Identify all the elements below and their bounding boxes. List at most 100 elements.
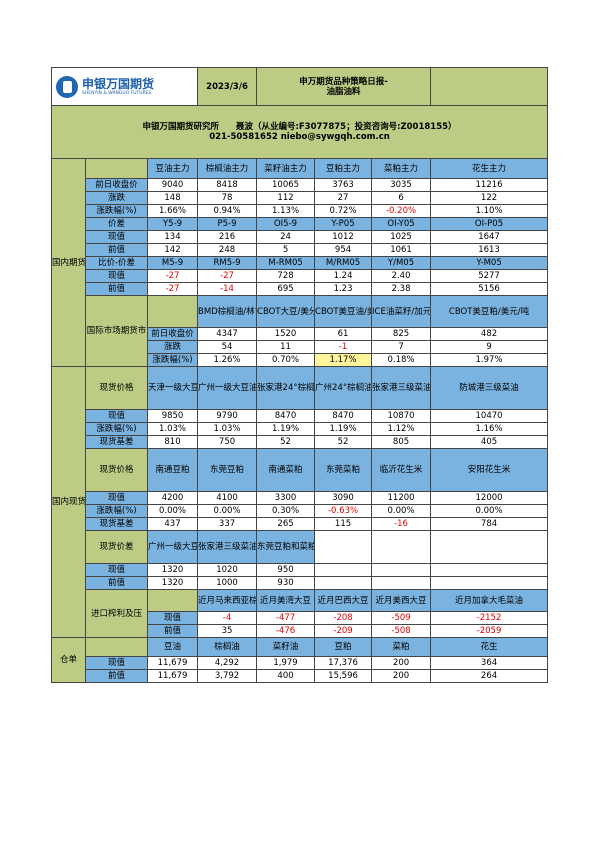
- value-cell: 61: [314, 327, 373, 341]
- warehouse-col-header: 菜粕: [371, 637, 432, 657]
- profit-col-header: 近月马来西亚棕榈油: [197, 589, 258, 612]
- report-title-line2: 油脂油料: [326, 86, 361, 97]
- spot-col-header: 东莞豆粕: [197, 448, 258, 492]
- blank-cell: [314, 530, 373, 564]
- value-cell: -508: [371, 624, 432, 638]
- side-label-spot: 国内现货市场: [51, 366, 86, 638]
- ratio-col-header: RM5-9: [197, 256, 258, 270]
- value-cell: 1012: [314, 230, 373, 244]
- profit-col-header: 近月美西大豆: [371, 589, 432, 612]
- value-cell: 52: [314, 435, 373, 449]
- value-cell: 11216: [430, 178, 549, 192]
- ratio-row: 现值 -27 -27 728 1.24 2.40 5277: [52, 269, 549, 283]
- value-cell: 1.03%: [146, 422, 199, 436]
- value-cell: 8418: [197, 178, 258, 192]
- value-cell: 35: [197, 624, 258, 638]
- value-cell: 9040: [146, 178, 199, 192]
- futures-row: 前日收盘价 9040 8418 10065 3763 3035 11216: [52, 178, 549, 192]
- report-header: 申银万国期货 SHENYIN & WANGUO FUTURES 2023/3/6…: [50, 67, 549, 106]
- value-cell: 1.19%: [256, 422, 316, 436]
- spot-col-header: 张家港三级菜油: [371, 366, 432, 410]
- futures-corner: [85, 158, 148, 179]
- spot-col-header: 天津一级大豆油: [146, 366, 199, 410]
- intl-col-header: ICE油菜籽/加元/吨: [371, 295, 432, 328]
- value-cell: 0.00%: [197, 504, 258, 518]
- value-cell: 1.10%: [430, 204, 549, 218]
- value-cell: 216: [197, 230, 258, 244]
- value-cell: 3035: [371, 178, 432, 192]
- spread-col-header: OI-Y05: [371, 217, 432, 231]
- intl-col-header: CBOT大豆/美分/蒲式耳: [256, 295, 316, 328]
- spread-col-header: OI-P05: [430, 217, 549, 231]
- value-cell: -4: [197, 611, 258, 625]
- value-cell: 10870: [371, 409, 432, 423]
- spot-col-header: 广州一级大豆油和24°棕榈油: [146, 530, 199, 564]
- spot-row: 现值 9850 9790 8470 8470 10870 10470: [52, 409, 549, 423]
- value-cell: 9850: [146, 409, 199, 423]
- value-cell: -476: [256, 624, 316, 638]
- blank-cell: [430, 530, 549, 564]
- intl-row: 涨跌 54 11 -1 7 9: [52, 340, 549, 354]
- value-cell: 437: [146, 517, 199, 531]
- row-label: 现值: [85, 656, 148, 670]
- report-title-line1: 申万期货品种策略日报-: [299, 76, 388, 87]
- blank-cell: [371, 530, 432, 564]
- value-cell: 7: [371, 340, 432, 354]
- value-cell: 8470: [256, 409, 316, 423]
- row-label: 涨跌幅(%): [85, 504, 148, 518]
- warehouse-col-header: 花生: [430, 637, 549, 657]
- warehouse-header-row: 仓单 豆油 棕榈油 菜籽油 豆粕 菜粕 花生: [51, 637, 549, 683]
- value-cell: 695: [256, 282, 316, 296]
- value-cell: -14: [197, 282, 258, 296]
- spread-col-header: OI5-9: [256, 217, 316, 231]
- row-label: 涨跌幅(%): [85, 204, 148, 218]
- spot-col-header: 东莞菜粕: [314, 448, 373, 492]
- value-cell: 3763: [314, 178, 373, 192]
- value-cell: 1000: [197, 576, 258, 590]
- value-cell: 1.24: [314, 269, 373, 283]
- value-cell: 9: [430, 340, 549, 354]
- value-cell: 1.17%: [314, 353, 373, 367]
- blank-cell: [314, 563, 373, 577]
- value-cell: 4,292: [197, 656, 258, 670]
- intl-col-header: CBOT美豆粕/美元/吨: [430, 295, 549, 328]
- value-cell: 825: [371, 327, 432, 341]
- spot-row: 涨跌幅(%) 0.00% 0.00% 0.30% -0.63% 0.00% 0.00%: [52, 504, 549, 518]
- value-cell: 148: [146, 191, 199, 205]
- row-label: 涨跌: [146, 340, 199, 354]
- row-label: 前值: [85, 243, 148, 257]
- warehouse-row: 现值 11,679 4,292 1,979 17,376 200 364: [52, 656, 549, 670]
- institute-row: 申银万国期货研究所 聂波（从业编号:F3077875；投资咨询号:Z001815…: [50, 105, 549, 159]
- futures-col-header: 豆粕主力: [314, 158, 373, 179]
- spread-header-row: 价差 Y5-9 P5-9 OI5-9 Y-P05 OI-Y05 OI-P05: [52, 217, 549, 231]
- profit-col-header: 近月巴西大豆: [314, 589, 373, 612]
- report-date: 2023/3/6: [197, 67, 258, 106]
- value-cell: 2.38: [371, 282, 432, 296]
- profit-col-header: 近月加拿大毛菜油: [430, 589, 549, 612]
- spot-row: 现值 4200 4100 3300 3090 11200 12000: [52, 491, 549, 505]
- logo-cell: 申银万国期货 SHENYIN & WANGUO FUTURES: [50, 67, 198, 106]
- value-cell: 8470: [314, 409, 373, 423]
- spread-col-header: Y-P05: [314, 217, 373, 231]
- warehouse-col-header: 豆油: [146, 637, 199, 657]
- value-cell: 11,679: [146, 656, 199, 670]
- blank-cell: [430, 576, 549, 590]
- value-cell: 2.40: [371, 269, 432, 283]
- value-cell: 0.00%: [430, 504, 549, 518]
- value-cell: -208: [314, 611, 373, 625]
- row-label: 前值: [146, 624, 199, 638]
- value-cell: 1.26%: [197, 353, 258, 367]
- row-label: 前值: [85, 576, 148, 590]
- value-cell: 200: [371, 669, 432, 683]
- spot-col-header: 张家港24°棕榈油: [256, 366, 316, 410]
- ratio-header-row: 比价-价差 M5-9 RM5-9 M-RM05 M/RM05 Y/M05 Y-M05: [52, 256, 549, 270]
- ratio-col-header: M/RM05: [314, 256, 373, 270]
- value-cell: 0.00%: [146, 504, 199, 518]
- value-cell: 1.97%: [430, 353, 549, 367]
- futures-col-header: 豆油主力: [146, 158, 199, 179]
- warehouse-col-header: 豆粕: [314, 637, 373, 657]
- value-cell: 954: [314, 243, 373, 257]
- value-cell: 11,679: [146, 669, 199, 683]
- value-cell: -477: [256, 611, 316, 625]
- futures-col-header: 棕榈油主力: [197, 158, 258, 179]
